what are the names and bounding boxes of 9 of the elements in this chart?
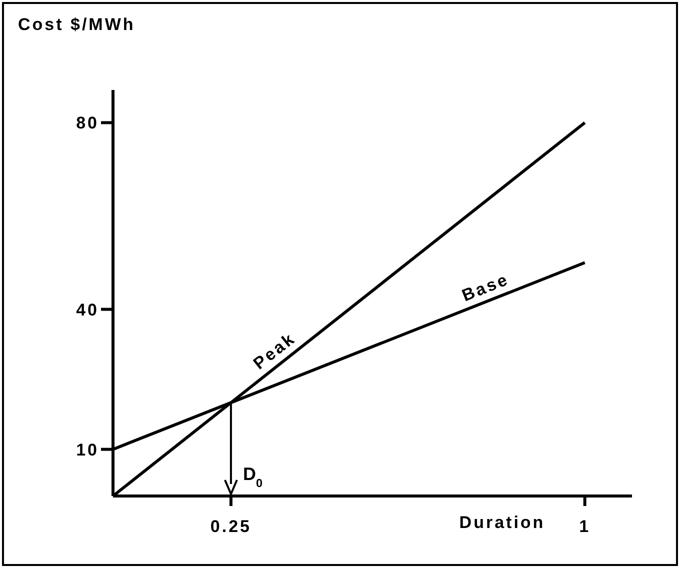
text: Base	[459, 270, 512, 306]
y-axis-title: Cost $/MWh	[18, 15, 136, 34]
y-tick-label: 40	[76, 300, 99, 320]
annotation: D$_{0}$	[242, 464, 263, 490]
x-tick-label: 0.25	[210, 517, 252, 536]
x-tick-label: 1	[579, 517, 591, 536]
y-tick-label: 10	[76, 440, 99, 460]
y-tick-label: 80	[76, 114, 99, 133]
x-axis-title: Duration	[459, 513, 546, 532]
